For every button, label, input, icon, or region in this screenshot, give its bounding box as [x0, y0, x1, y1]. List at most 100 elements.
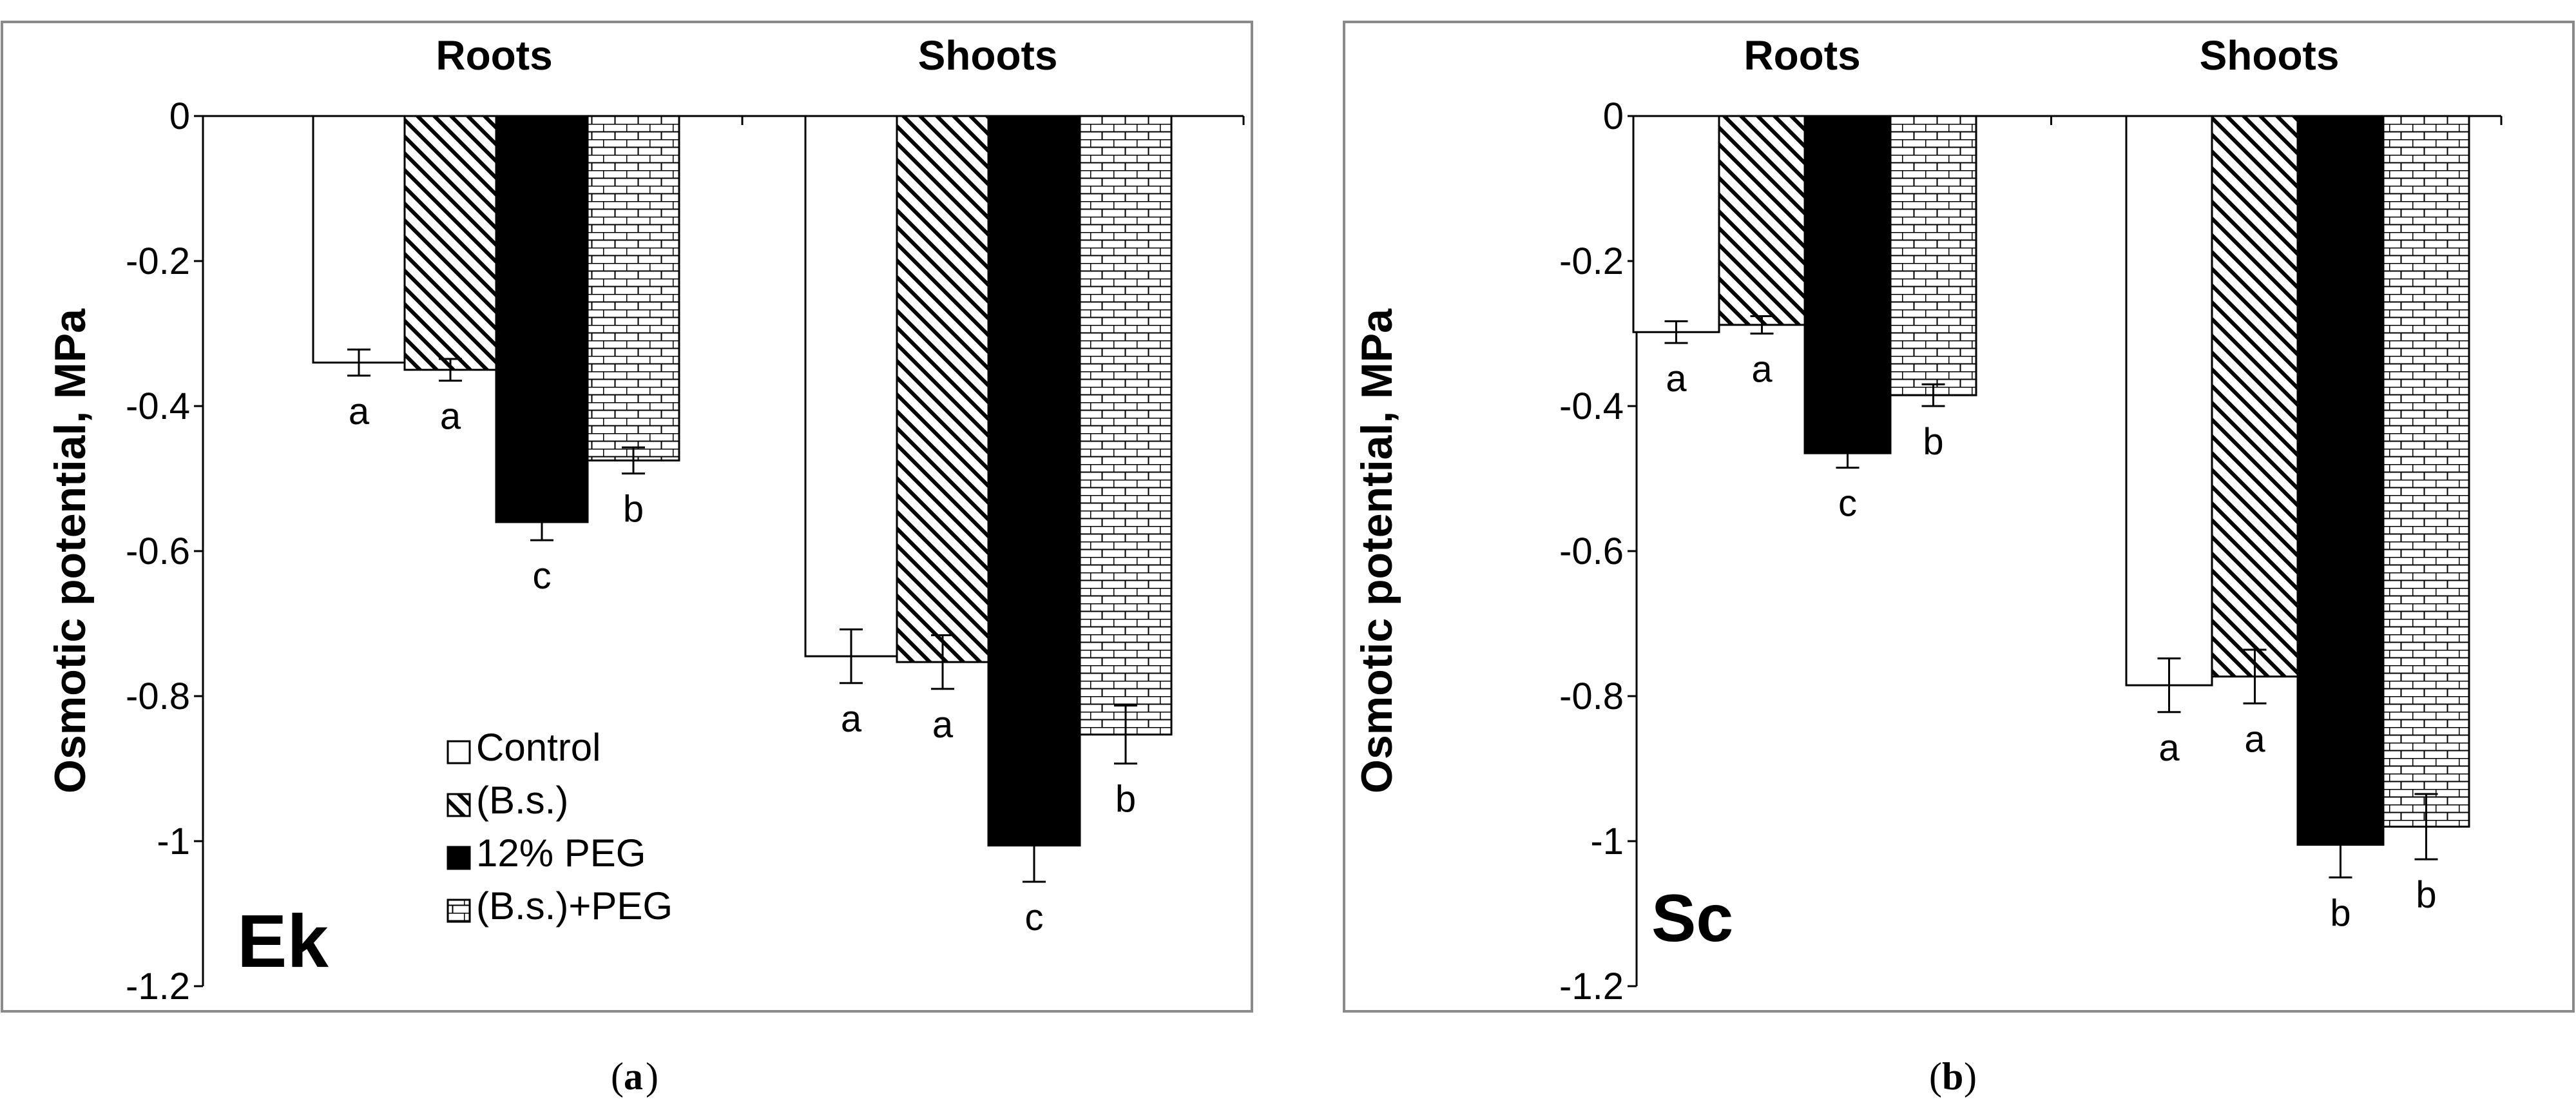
caption-close-paren: ) [646, 1055, 658, 1098]
legend-swatch [447, 899, 471, 923]
error-bars [347, 348, 1137, 883]
legend-swatch [447, 793, 471, 817]
group-label-roots: Roots [436, 32, 552, 79]
bar-roots-3 [586, 115, 680, 462]
y-tick-label: -0.8 [126, 675, 190, 717]
bar-shoots-0 [2125, 115, 2213, 686]
error-bar [622, 446, 645, 475]
significance-letter: a [1751, 349, 1773, 391]
caption-letter: b [1942, 1055, 1963, 1098]
error-bar [347, 348, 370, 377]
caption-open-paren: ( [611, 1055, 624, 1098]
bar-roots-1 [403, 115, 497, 371]
bar-shoots-3 [1079, 115, 1173, 736]
error-bar [2414, 793, 2438, 860]
error-bar [530, 503, 553, 541]
legend-swatch [447, 740, 471, 764]
significance-letter: a [932, 704, 954, 746]
legend-label: (B.s.) [476, 779, 568, 822]
y-axis-label: Osmotic potential, MPa [1352, 308, 1401, 793]
y-axis-label: Osmotic potential, MPa [46, 308, 95, 793]
error-bar [2329, 811, 2352, 879]
significance-letters: a a c b a a c b [349, 391, 1136, 938]
legend-swatch [447, 846, 471, 870]
significance-letter: c [1025, 897, 1044, 938]
significance-letter: b [623, 489, 644, 530]
y-tick-label: -1 [157, 821, 190, 862]
error-bar [2243, 648, 2267, 705]
bar-shoots-2 [2296, 115, 2385, 846]
bar-roots-2 [1803, 115, 1892, 454]
significance-letter: a [349, 391, 370, 433]
y-tick-label: -0.6 [126, 530, 190, 572]
legend-label: Control [476, 726, 601, 769]
legend: Control (B.s.) 12% PEG (B.s.)+PEG [447, 726, 673, 928]
significance-letter: b [2330, 892, 2350, 934]
caption-b: ( b ) [1929, 1055, 1977, 1098]
y-tick-label: -1.2 [126, 966, 190, 1007]
error-bar [439, 358, 462, 382]
significance-letters: a a c b a a b b [1666, 349, 2436, 935]
bar-roots-0 [1632, 115, 1720, 333]
legend-item: (B.s.) [447, 779, 568, 822]
y-tick-label: -0.2 [1559, 240, 1624, 282]
significance-letter: b [1115, 779, 1136, 821]
bar-shoots-3 [2382, 115, 2470, 828]
error-bar [931, 634, 954, 690]
error-bars [1664, 315, 2438, 879]
significance-letter: b [2416, 874, 2436, 916]
error-bar [2157, 657, 2181, 714]
bars [312, 115, 1173, 847]
y-tick-label: -0.4 [1559, 385, 1624, 427]
y-tick-labels: 0 -0.2 -0.4 -0.6 -0.8 -1 -1.2 [126, 95, 203, 1007]
y-tick-label: 0 [1603, 95, 1624, 137]
bar-roots-2 [495, 115, 589, 523]
y-tick-label: -0.4 [126, 385, 190, 427]
y-tick-label: 0 [169, 95, 190, 137]
panel-label: Ek [237, 899, 329, 983]
group-label-shoots: Shoots [918, 32, 1058, 79]
error-bar [1836, 438, 1860, 469]
caption-letter: a [624, 1055, 643, 1098]
caption-open-paren: ( [1929, 1055, 1942, 1098]
y-tick-label: -1 [1590, 821, 1624, 862]
significance-letter: a [841, 698, 862, 740]
bar-shoots-1 [2211, 115, 2299, 678]
significance-letter: a [1666, 358, 1687, 400]
significance-letter: c [533, 555, 552, 597]
chart-panel-sc: 0 -0.2 -0.4 -0.6 -0.8 -1 -1.2 a a c b a a b b Roots Sh… [1352, 32, 2503, 1007]
bars [1632, 115, 2470, 846]
legend-label: (B.s.)+PEG [476, 884, 673, 928]
legend-item: 12% PEG [447, 831, 646, 875]
panel-label: Sc [1651, 881, 1733, 956]
significance-letter: a [2244, 718, 2265, 760]
legend-item: (B.s.)+PEG [447, 884, 673, 928]
y-tick-labels: 0 -0.2 -0.4 -0.6 -0.8 -1 -1.2 [1559, 95, 1637, 1007]
caption-a: ( a ) [611, 1055, 658, 1098]
significance-letter: a [440, 396, 461, 438]
y-tick-label: -0.8 [1559, 675, 1624, 717]
bar-roots-1 [1718, 115, 1806, 326]
legend-label: 12% PEG [476, 831, 646, 875]
error-bar [1114, 705, 1137, 765]
error-bar [1664, 320, 1688, 344]
chart-panel-ek: 0 -0.2 -0.4 -0.6 -0.8 -1 -1.2 a a c b a a c b Roots Sh… [46, 32, 1245, 1007]
bar-shoots-0 [804, 115, 898, 657]
error-bar [1750, 315, 1774, 335]
significance-letter: b [1923, 421, 1943, 463]
bar-shoots-1 [896, 115, 990, 663]
group-labels: Roots Shoots [436, 32, 1057, 79]
error-bar [840, 628, 863, 685]
group-label-roots: Roots [1744, 32, 1860, 79]
error-bar [1921, 383, 1945, 407]
bar-roots-3 [1889, 115, 1977, 396]
y-tick-label: -1.2 [1559, 966, 1624, 1007]
caption-close-paren: ) [1964, 1055, 1977, 1098]
y-tick-label: -0.6 [1559, 530, 1624, 572]
significance-letter: c [1838, 483, 1857, 525]
y-tick-label: -0.2 [126, 240, 190, 282]
bar-shoots-2 [987, 115, 1081, 847]
group-label-shoots: Shoots [2200, 32, 2340, 79]
error-bar [1023, 808, 1046, 883]
